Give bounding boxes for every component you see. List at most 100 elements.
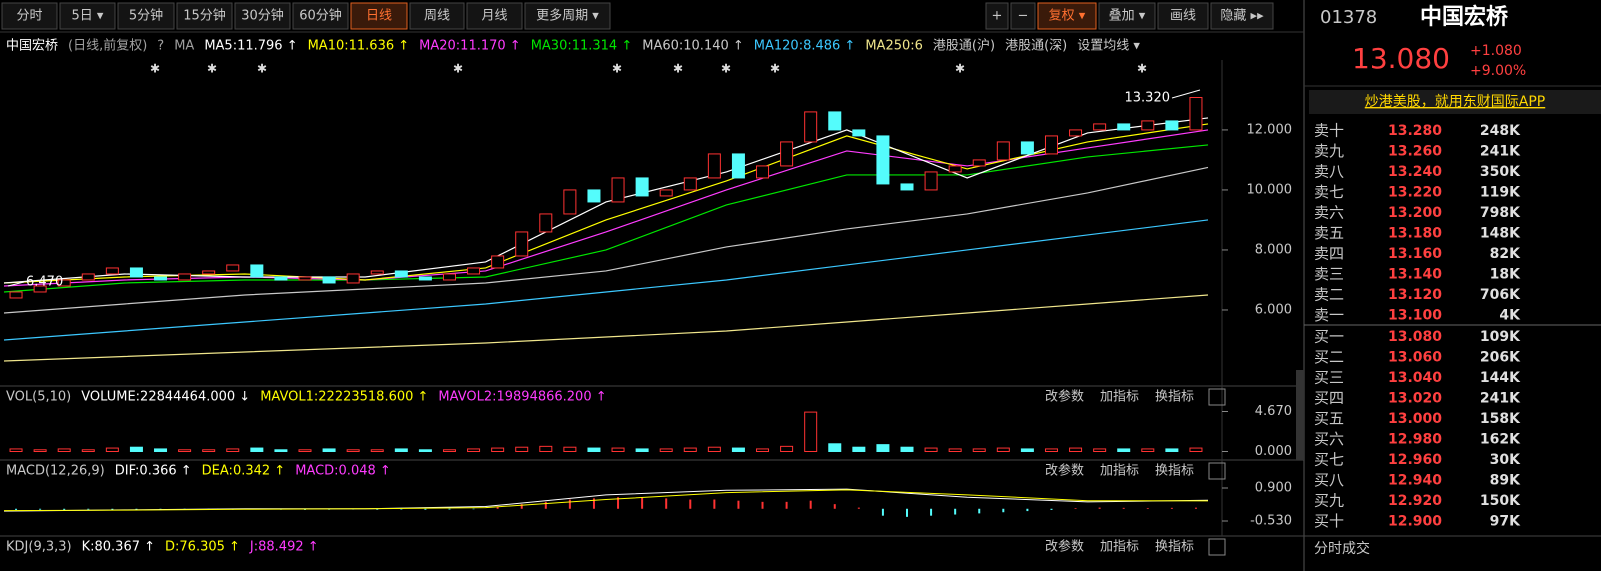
legend-item: (日线,前复权)	[68, 38, 147, 54]
book-volume: 350K	[1480, 164, 1521, 180]
book-price: 13.120	[1388, 287, 1442, 303]
ad-bar[interactable]	[1309, 90, 1601, 114]
volume-bar	[250, 447, 264, 452]
panel-button[interactable]: 换指标	[1155, 464, 1194, 479]
book-volume: 798K	[1480, 205, 1521, 221]
book-volume: 82K	[1490, 246, 1521, 262]
candle	[81, 273, 95, 281]
period-button[interactable]	[292, 2, 349, 30]
panel-button[interactable]: 改参数	[1045, 463, 1084, 479]
book-price: 13.100	[1388, 308, 1442, 324]
period-button[interactable]	[524, 2, 611, 30]
period-label: 15分钟	[183, 8, 226, 24]
book-level: 卖三	[1314, 265, 1344, 283]
candle	[298, 276, 312, 281]
book-volume: 119K	[1480, 185, 1521, 201]
book-volume: 162K	[1480, 432, 1521, 448]
period-button[interactable]	[176, 2, 233, 30]
scrollbar[interactable]	[1296, 370, 1304, 460]
candle	[467, 267, 481, 275]
close-button[interactable]	[1208, 538, 1226, 556]
candle	[57, 279, 71, 287]
volume-bar	[394, 448, 408, 452]
legend-item: 中国宏桥	[6, 39, 58, 54]
candle	[659, 189, 673, 197]
event-marker: ✱	[955, 62, 965, 76]
book-level: 卖四	[1314, 245, 1344, 263]
book-price: 13.080	[1388, 329, 1442, 345]
event-marker: ✱	[721, 62, 731, 76]
legend-item: DEA:0.342 ↑	[202, 464, 286, 479]
book-level: 卖二	[1314, 286, 1344, 304]
legend-item: MA20:11.170 ↑	[419, 39, 521, 54]
candle	[876, 135, 890, 185]
volume-bar	[105, 447, 119, 452]
candle	[1165, 120, 1179, 131]
panel-button[interactable]: 换指标	[1155, 390, 1194, 405]
pointer	[7, 281, 25, 287]
book-price: 13.140	[1388, 267, 1442, 283]
panel-button[interactable]: 改参数	[1045, 539, 1084, 555]
volume-bar	[683, 447, 697, 452]
book-volume: 150K	[1480, 493, 1521, 509]
y-tick-label: -0.530	[1250, 514, 1292, 529]
legend-item: MA30:11.314 ↑	[531, 39, 633, 54]
period-button[interactable]	[59, 2, 116, 30]
book-level: 买十	[1314, 512, 1344, 530]
tool-label: +	[992, 9, 1003, 24]
period-button[interactable]	[1, 2, 58, 30]
ma-line	[3, 144, 1209, 293]
legend-item: KDJ(9,3,3)	[6, 540, 72, 555]
volume-bar	[418, 449, 432, 452]
panel-button[interactable]: 加指标	[1100, 464, 1139, 479]
legend-item: MACD(12,26,9)	[6, 464, 105, 479]
panel-button[interactable]: 加指标	[1100, 540, 1139, 555]
period-label: 5日 ▾	[72, 9, 104, 24]
tool-button[interactable]	[1157, 2, 1209, 30]
legend-item: MA10:11.636 ↑	[308, 39, 410, 54]
panel-button[interactable]: 换指标	[1155, 540, 1194, 555]
legend-item: VOL(5,10)	[6, 390, 71, 405]
period-button[interactable]	[409, 2, 465, 30]
period-button[interactable]	[350, 2, 408, 30]
y-tick-label: 4.670	[1255, 404, 1292, 419]
legend-item: MACD:0.048 ↑	[295, 464, 391, 479]
panel-button[interactable]: 加指标	[1100, 390, 1139, 405]
candle	[226, 264, 240, 272]
close-button[interactable]	[1208, 388, 1226, 406]
book-level: 买四	[1314, 389, 1344, 407]
ad-link[interactable]: 炒港美股，就用东财国际APP	[1365, 94, 1545, 110]
volume-bar	[1020, 448, 1034, 452]
tool-button[interactable]	[1098, 2, 1156, 30]
book-volume: 206K	[1480, 350, 1521, 366]
close-button[interactable]	[1208, 462, 1226, 480]
candle	[33, 285, 47, 293]
book-price: 13.160	[1388, 246, 1442, 262]
book-volume: 89K	[1490, 473, 1521, 489]
y-tick-label: 0.900	[1255, 481, 1292, 496]
volume-bar	[1141, 448, 1155, 452]
tool-label: −	[1018, 9, 1029, 24]
period-button[interactable]	[117, 2, 175, 30]
volume-bar	[1165, 448, 1179, 452]
volume-bar	[948, 448, 962, 452]
book-price: 13.200	[1388, 205, 1442, 221]
period-button[interactable]	[234, 2, 291, 30]
tool-button[interactable]	[1037, 2, 1097, 30]
period-label: 分时	[16, 9, 42, 24]
panel-button[interactable]: 改参数	[1045, 389, 1084, 405]
candle	[9, 291, 23, 299]
volume-bar	[756, 448, 770, 452]
legend-item: 港股通(沪)	[933, 38, 995, 54]
stock-code: 01378	[1320, 7, 1377, 28]
book-volume: 248K	[1480, 123, 1521, 139]
candle	[346, 273, 360, 284]
period-button[interactable]	[466, 2, 523, 30]
tool-button[interactable]	[1210, 2, 1274, 30]
y-tick-label: 0.000	[1255, 444, 1292, 459]
volume-bar	[346, 449, 360, 452]
period-label: 更多周期 ▾	[536, 8, 599, 24]
tool-button[interactable]	[985, 2, 1009, 30]
tool-button[interactable]	[1010, 2, 1036, 30]
volume-bar	[731, 447, 745, 452]
